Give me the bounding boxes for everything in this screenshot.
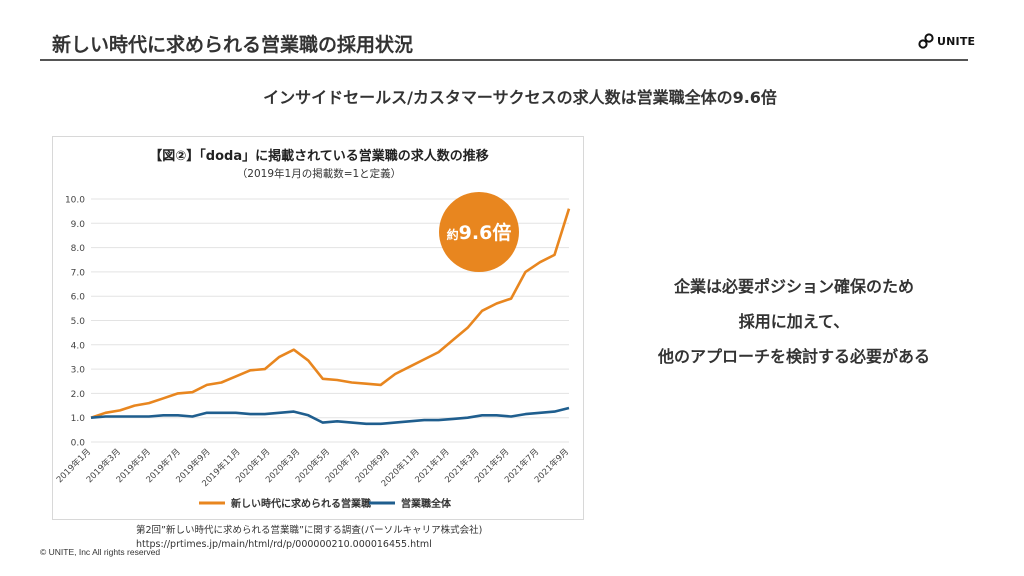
chart-legend: 新しい時代に求められる営業職 営業職全体 [199, 497, 452, 510]
legend-label-new-sales: 新しい時代に求められる営業職 [231, 497, 371, 510]
callout-prefix: 約 [447, 227, 459, 242]
legend-label-all-sales: 営業職全体 [401, 497, 452, 510]
logo-text: UNITE [937, 34, 976, 48]
chart-subtitle: （2019年1月の掲載数=1と定義） [237, 167, 401, 180]
slide-title: 新しい時代に求められる営業職の採用状況 [52, 34, 414, 56]
y-tick-label: 0.0 [71, 439, 86, 449]
y-tick-label: 7.0 [71, 268, 86, 278]
y-tick-label: 5.0 [71, 317, 86, 327]
y-tick-label: 10.0 [65, 196, 85, 206]
source-url: https://prtimes.jp/main/html/rd/p/000000… [136, 539, 432, 550]
y-tick-label: 1.0 [71, 414, 86, 424]
callout-label: 約9.6倍 [447, 221, 512, 244]
chart-image: 【図②】「doda」に掲載されている営業職の求人数の推移 （2019年1月の掲載… [52, 136, 584, 520]
message-line: 採用に加えて、 [738, 312, 850, 331]
line-chart: 【図②】「doda」に掲載されている営業職の求人数の推移 （2019年1月の掲載… [54, 148, 571, 510]
headline: インサイドセールス/カスタマーサクセスの求人数は営業職全体の9.6倍 [263, 88, 777, 107]
unite-logo-icon [918, 33, 934, 49]
callout-value: 9.6倍 [459, 221, 512, 244]
source-title: 第2回”新しい時代に求められる営業職”に関する調査(パーソルキャリア株式会社) [136, 525, 483, 536]
unite-logo: UNITE [918, 33, 975, 49]
y-tick-label: 6.0 [71, 293, 86, 303]
callout-bubble [439, 192, 519, 272]
y-tick-label: 4.0 [71, 341, 86, 351]
copyright: © UNITE, Inc All rights reserved [40, 547, 161, 557]
message-line: 他のアプローチを検討する必要がある [657, 347, 930, 366]
chart-title: 【図②】「doda」に掲載されている営業職の求人数の推移 [149, 148, 488, 164]
key-message: 企業は必要ポジション確保のため 採用に加えて、 他のアプローチを検討する必要があ… [604, 276, 984, 381]
series-line-new-sales [90, 208, 571, 419]
title-divider [40, 59, 968, 61]
y-tick-label: 3.0 [71, 366, 86, 376]
y-tick-label: 8.0 [71, 244, 86, 254]
source-citation: 第2回”新しい時代に求められる営業職”に関する調査(パーソルキャリア株式会社) … [136, 524, 482, 552]
series-line-all-sales [90, 406, 570, 426]
y-tick-label: 9.0 [71, 220, 86, 230]
message-line: 企業は必要ポジション確保のため [673, 277, 914, 296]
y-tick-label: 2.0 [71, 390, 86, 400]
